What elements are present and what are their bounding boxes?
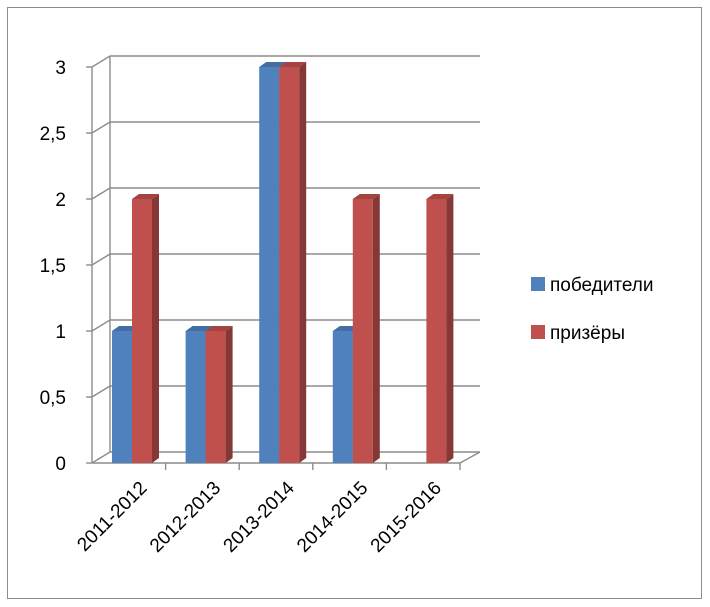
y-tick-label: 2 [55,190,66,211]
x-tick-label: 2013-2014 [220,477,299,556]
legend-swatch [531,277,545,291]
y-tick-label: 1,5 [40,256,66,277]
y-tick-label: 0 [55,454,66,475]
y-tick-label: 1 [55,322,66,343]
bars [112,62,454,463]
legend-item: призёры [531,323,625,344]
legend-label: призёры [550,323,625,344]
x-tick-label: 2014-2015 [293,478,372,557]
x-tick-label: 2011-2012 [73,478,151,556]
legend-label: победители [550,275,654,296]
bar [132,194,159,463]
bar [279,62,307,463]
legend-swatch [531,325,545,339]
x-tick-label: 2015-2016 [367,478,446,557]
y-tick-label: 0,5 [40,388,66,409]
legend-item: победители [531,275,654,296]
bar [205,326,233,463]
x-axis-ticks: 2011-20122012-20132013-20142014-20152015… [73,477,446,556]
x-tick-label: 2012-2013 [146,478,225,557]
bar [426,194,454,463]
gridline [86,55,480,68]
y-tick-label: 2,5 [40,124,66,145]
bar [352,194,380,463]
legend: победители призёры [531,275,654,344]
axes [91,56,481,470]
y-axis-ticks: 0 0,5 1 1,5 2 2,5 3 [40,58,66,475]
y-tick-label: 3 [55,58,66,79]
